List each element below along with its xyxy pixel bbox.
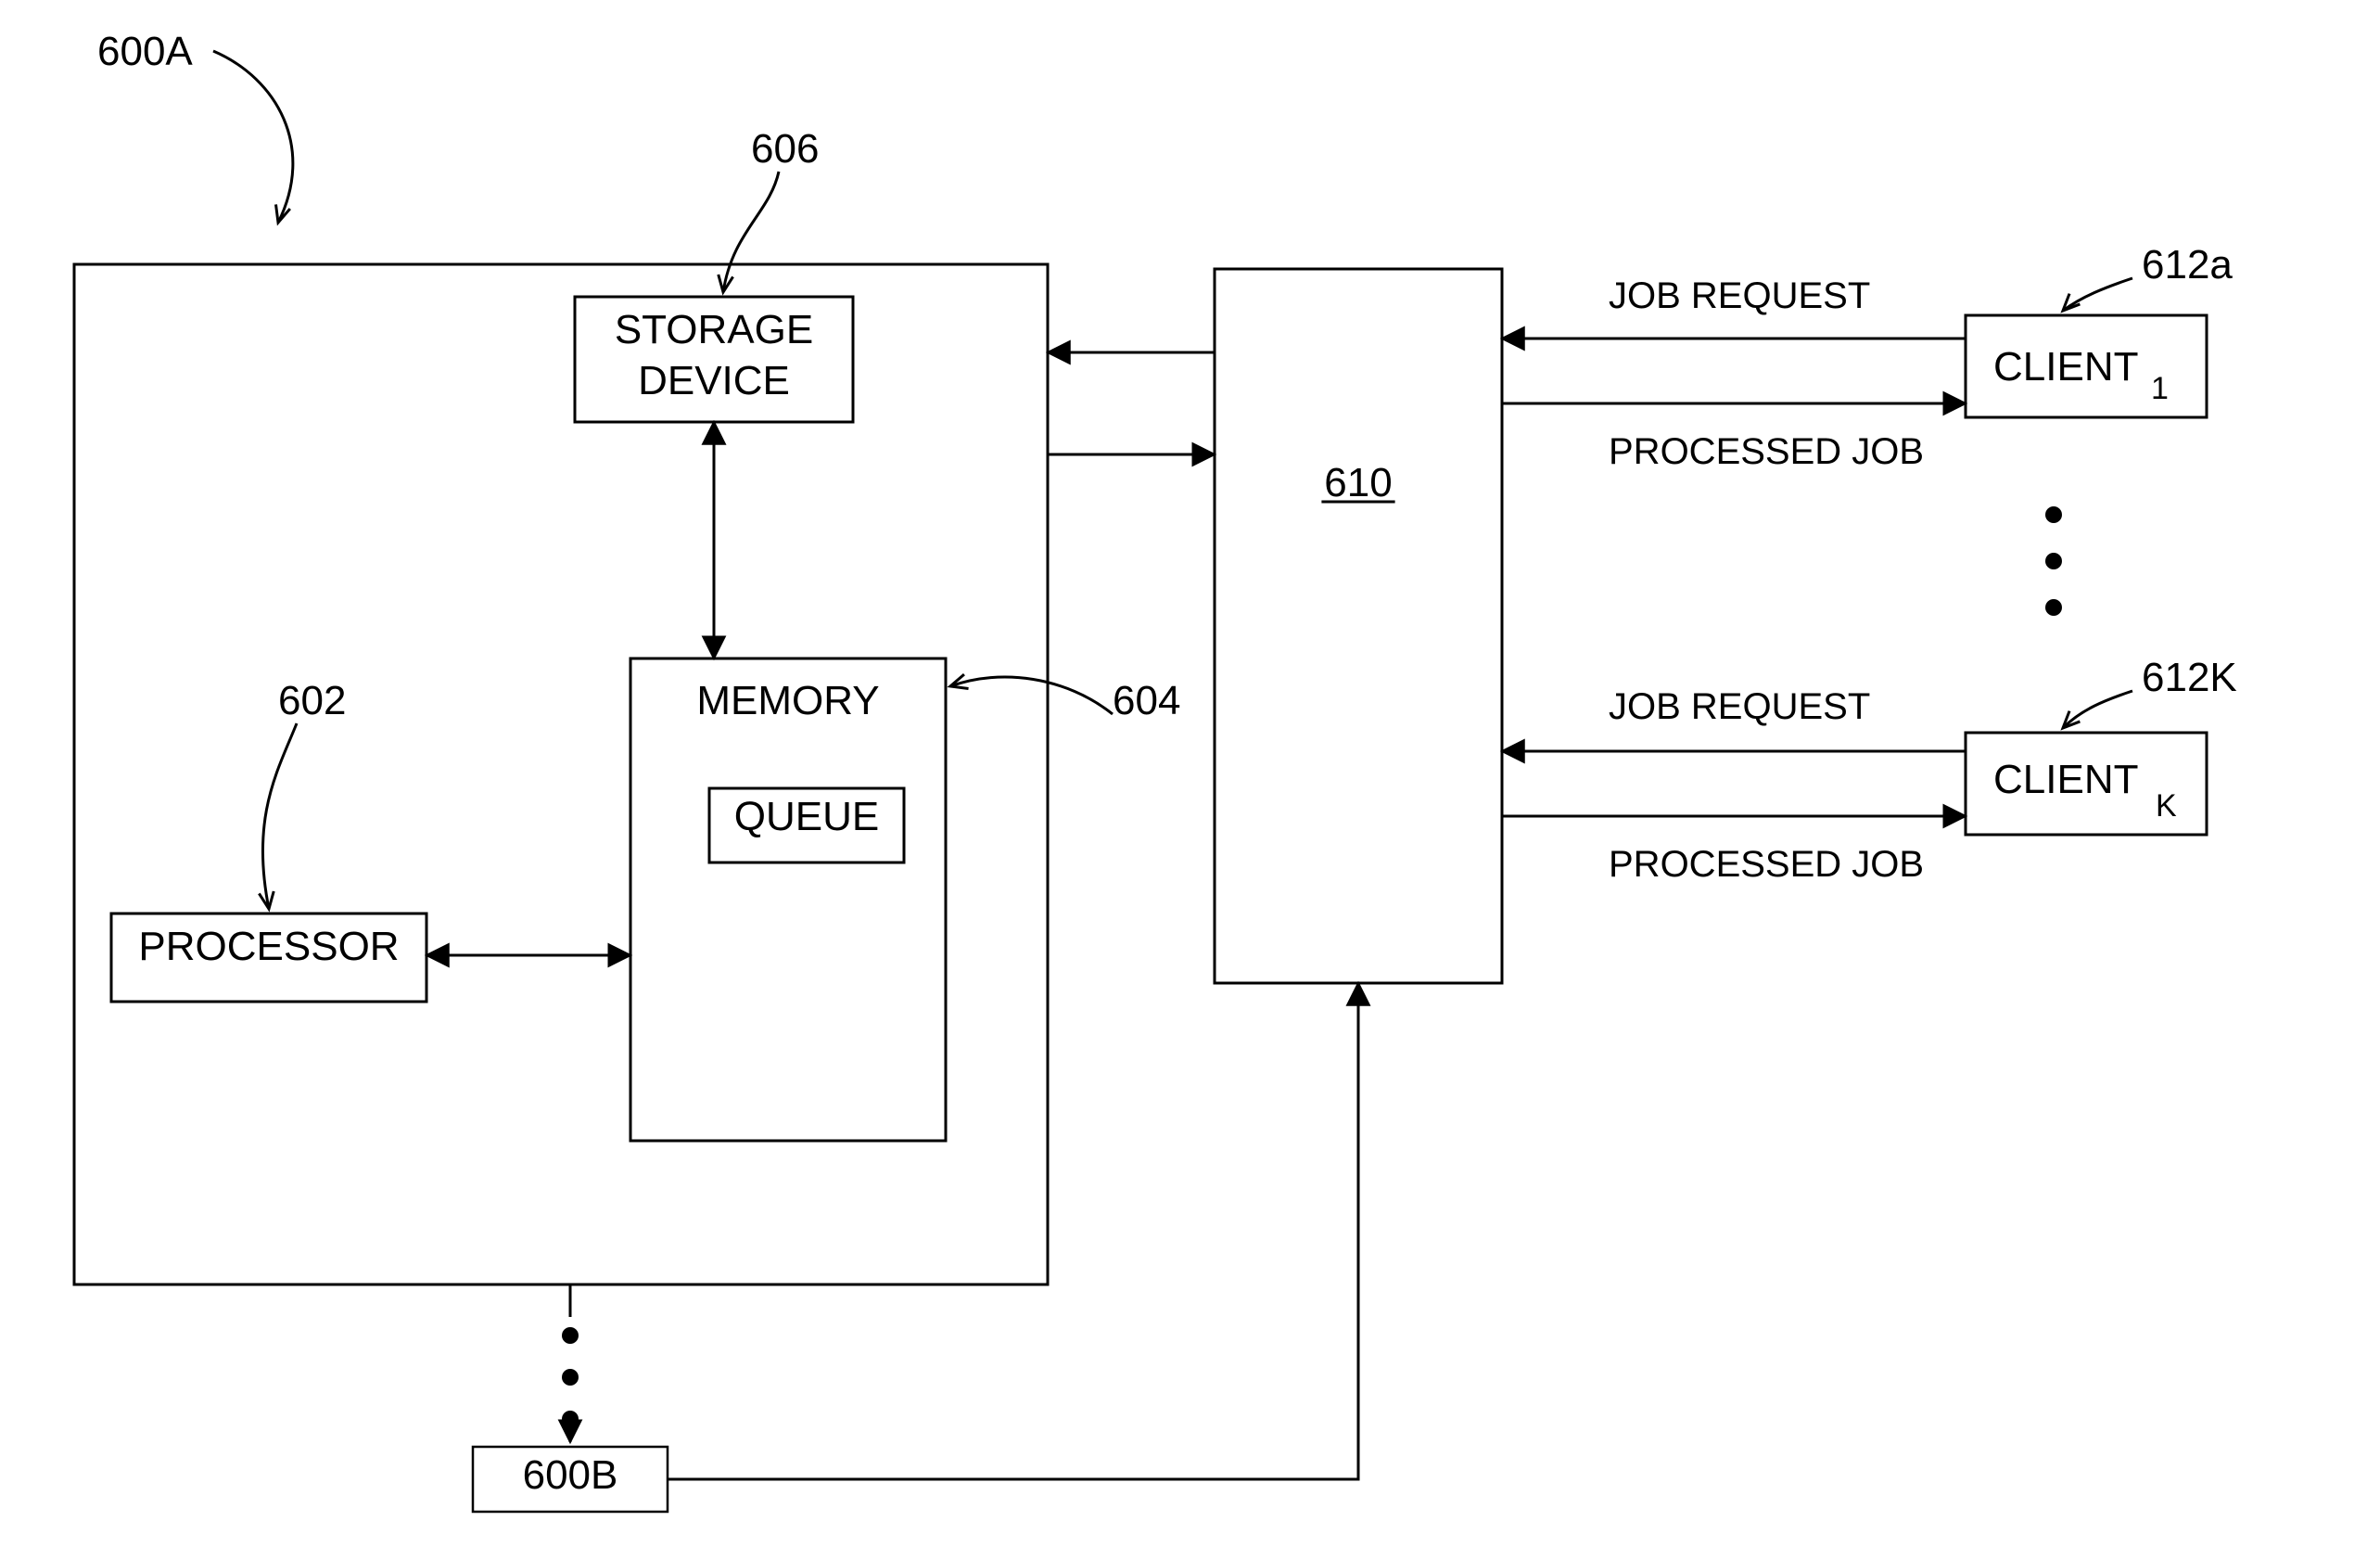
label-queue: QUEUE (734, 794, 879, 839)
ellipsis-dots (562, 506, 2062, 1427)
label-client1a: CLIENT (1993, 344, 2138, 390)
label-proc_job_1: PROCESSED JOB (1609, 431, 1924, 472)
diagram-canvas: 600A 606 STORAGE DEVICE 602 PROCESSOR MEMORY 60… (0, 0, 2380, 1559)
label-processor: PROCESSOR (138, 924, 399, 969)
label-fig_ref: 600A (97, 29, 193, 74)
label-clientkb: K (2156, 788, 2177, 824)
label-storage1: STORAGE (615, 307, 813, 352)
label-proc_num: 602 (278, 678, 346, 723)
label-storage_num: 606 (751, 126, 819, 172)
memory-box (630, 658, 946, 1141)
label-proc_job_k: PROCESSED JOB (1609, 844, 1924, 885)
block-610-box (1215, 269, 1502, 983)
label-mem_num: 604 (1113, 678, 1180, 723)
label-clientka: CLIENT (1993, 757, 2138, 802)
label-box600b: 600B (523, 1452, 618, 1498)
label-clientk_num: 612K (2142, 655, 2237, 700)
label-memory: MEMORY (696, 678, 879, 723)
diagram-labels: 600A 606 STORAGE DEVICE 602 PROCESSOR MEMORY 60… (97, 29, 2237, 1498)
label-job_req_1: JOB REQUEST (1609, 275, 1870, 316)
label-client1b: 1 (2151, 371, 2169, 406)
system-box (74, 264, 1048, 1284)
label-job_req_k: JOB REQUEST (1609, 686, 1870, 727)
label-block610: 610 (1324, 460, 1392, 505)
label-client1_num: 612a (2142, 242, 2233, 288)
leader-lines (213, 51, 2132, 909)
connector-wires (426, 339, 1966, 1479)
label-storage2: DEVICE (638, 358, 790, 403)
